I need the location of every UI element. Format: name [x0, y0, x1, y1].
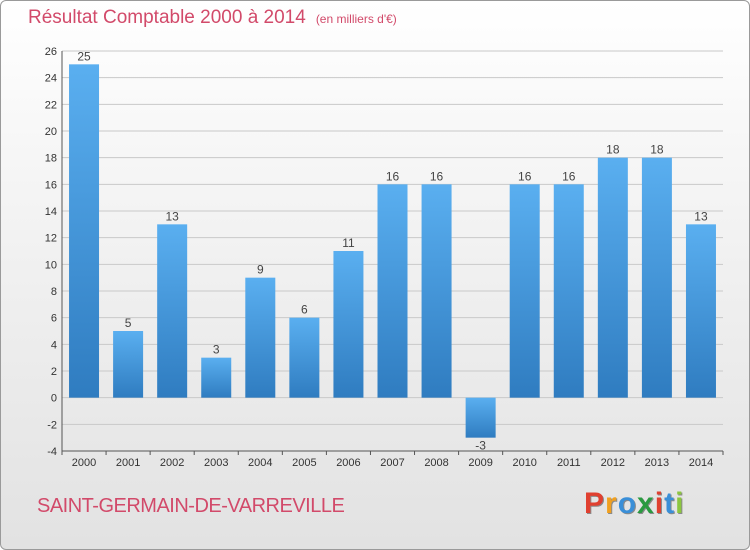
x-tick-label-2000: 2000: [72, 457, 96, 469]
logo-letter: i: [675, 487, 685, 520]
value-labels: 25 5 13 3 9 6 11 16 16 -3 16 16 18 18 13: [77, 49, 708, 452]
y-tick-label: 6: [51, 313, 57, 325]
value-label-2008: 16: [430, 169, 444, 183]
bar-2014: [685, 224, 716, 398]
y-tick-label: 14: [45, 206, 57, 218]
bar-2008: [421, 184, 452, 398]
value-label-2007: 16: [386, 169, 400, 183]
y-tick-label: -2: [47, 419, 57, 431]
bar-2000: [69, 64, 100, 398]
logo-letter: i: [654, 487, 665, 520]
x-tick-label-2011: 2011: [557, 457, 581, 469]
x-tick-label-2012: 2012: [601, 457, 625, 469]
bar-2005: [289, 317, 320, 398]
y-tick-label: 24: [45, 73, 57, 85]
bar-2003: [201, 357, 232, 398]
x-tick-label-2013: 2013: [645, 457, 669, 469]
chart-subtitle: (en milliers d'€): [315, 12, 397, 26]
x-tick-label-2008: 2008: [424, 457, 448, 469]
bar-2007: [377, 184, 408, 398]
x-tick-label-2010: 2010: [512, 457, 536, 469]
x-tick-label-2003: 2003: [204, 457, 228, 469]
bar-2006: [333, 251, 364, 398]
x-tick-label-2004: 2004: [248, 457, 272, 469]
bar-2010: [509, 184, 540, 398]
y-tick-label: 20: [45, 126, 57, 138]
value-label-2001: 5: [125, 316, 132, 330]
bar-2004: [245, 277, 276, 398]
proxiti-logo: Proxiti: [584, 487, 684, 521]
y-tick-label: 12: [45, 233, 57, 245]
y-tick-label: 8: [51, 286, 57, 298]
y-tick-label: 2: [51, 366, 57, 378]
bar-2011: [553, 184, 584, 398]
x-tick-label-2014: 2014: [689, 457, 713, 469]
y-tick-label: 10: [45, 259, 57, 271]
y-tick-label: 4: [51, 339, 57, 351]
bar-2001: [113, 331, 144, 398]
value-label-2002: 13: [165, 209, 179, 223]
logo-letter: o: [617, 487, 638, 520]
bar-2013: [641, 157, 672, 398]
bars: [69, 64, 716, 438]
logo-letter: t: [664, 487, 676, 520]
value-label-2011: 16: [562, 169, 576, 183]
value-label-2006: 11: [342, 236, 355, 250]
x-tick-label-2002: 2002: [160, 457, 184, 469]
y-tick-label: -4: [47, 446, 57, 458]
x-tick-label-2009: 2009: [468, 457, 492, 469]
logo-letter: P: [584, 487, 606, 520]
value-label-2014: 13: [694, 209, 708, 223]
x-tick-label-2006: 2006: [336, 457, 360, 469]
y-tick-label: 16: [45, 179, 57, 191]
chart-title: Résultat Comptable 2000 à 2014 (en millie…: [28, 7, 397, 29]
bar-2012: [597, 157, 628, 398]
chart-title-text: Résultat Comptable 2000 à 2014: [28, 7, 306, 28]
x-tick-label-2001: 2001: [116, 457, 140, 469]
y-tick-label: 22: [45, 99, 57, 111]
y-tick-label: 0: [51, 393, 57, 405]
y-tick-label: 26: [45, 46, 57, 58]
value-label-2009: -3: [475, 439, 486, 453]
value-label-2005: 6: [301, 303, 308, 317]
commune-name: SAINT-GERMAIN-DE-VARREVILLE: [37, 495, 345, 517]
value-label-2004: 9: [257, 263, 264, 277]
value-label-2003: 3: [213, 343, 220, 357]
value-label-2010: 16: [518, 169, 532, 183]
y-tick-label: 18: [45, 153, 57, 165]
value-label-2013: 18: [650, 143, 664, 157]
logo-letter: r: [605, 487, 618, 520]
value-label-2000: 25: [77, 49, 91, 63]
x-tick-label-2007: 2007: [380, 457, 404, 469]
x-tick-label-2005: 2005: [292, 457, 316, 469]
bar-2009: [465, 397, 496, 438]
bar-2002: [157, 224, 188, 398]
value-label-2012: 18: [606, 143, 620, 157]
logo-letter: x: [637, 487, 655, 520]
